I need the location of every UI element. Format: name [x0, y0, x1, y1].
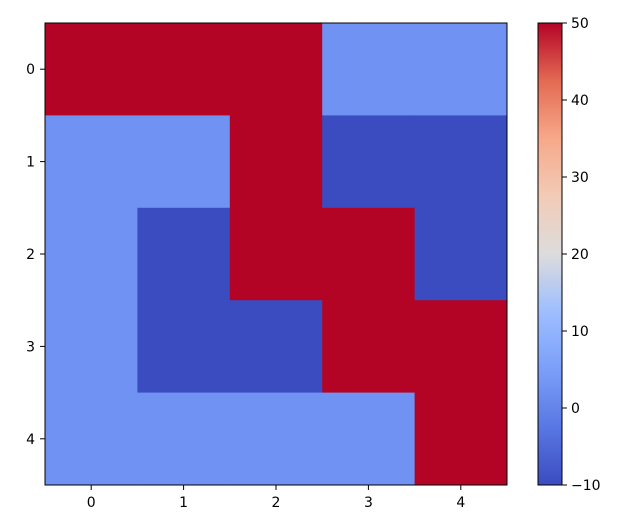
colorbar-tick-label: −10	[571, 478, 601, 494]
heatmap-cell-r1-c1	[137, 115, 231, 209]
colorbar-tick-label: 30	[571, 170, 589, 186]
heatmap-cell-r1-c3	[322, 115, 416, 209]
colorbar	[537, 22, 563, 486]
heatmap-cells	[45, 23, 508, 486]
heatmap-cell-r2-c4	[414, 207, 508, 301]
colorbar-axis: −10 0 10 20 30 40 50	[562, 16, 601, 494]
heatmap-cell-r1-c0	[45, 115, 138, 209]
heatmap-cell-r4-c0	[45, 392, 138, 486]
heatmap-cell-r1-c4	[414, 115, 508, 209]
heatmap-cell-r0-c4	[414, 23, 508, 116]
heatmap-cell-r4-c1	[137, 392, 231, 486]
heatmap-cell-r3-c1	[137, 300, 231, 394]
y-tick-label: 2	[26, 247, 35, 263]
colorbar-tick-label: 10	[571, 324, 589, 340]
x-tick-label: 2	[272, 495, 281, 511]
y-axis: 0 1 2 3 4	[26, 62, 45, 448]
x-tick-label: 4	[456, 495, 465, 511]
heatmap-cell-r0-c0	[45, 23, 138, 116]
y-tick-label: 0	[26, 62, 35, 78]
y-tick-label: 4	[26, 432, 35, 448]
colorbar-tick-label: 20	[571, 247, 589, 263]
heatmap-cell-r3-c0	[45, 300, 138, 394]
heatmap-cell-r0-c3	[322, 23, 416, 116]
heatmap-cell-r3-c2	[229, 300, 323, 394]
x-tick-label: 0	[87, 495, 96, 511]
colorbar-tick-label: 50	[571, 16, 589, 32]
heatmap-cell-r4-c3	[322, 392, 416, 486]
heatmap-cell-r2-c1	[137, 207, 231, 301]
heatmap-cell-r2-c2	[229, 207, 323, 301]
heatmap-cell-r0-c1	[137, 23, 231, 116]
heatmap-cell-r1-c2	[229, 115, 323, 209]
heatmap-cell-r4-c2	[229, 392, 323, 486]
colorbar-tick-label: 0	[571, 401, 580, 417]
y-tick-label: 3	[26, 339, 35, 355]
heatmap-cell-r2-c0	[45, 207, 138, 301]
heatmap-cell-r0-c2	[229, 23, 323, 116]
x-axis: 0 1 2 3 4	[87, 485, 465, 511]
x-tick-label: 3	[364, 495, 373, 511]
heatmap-cell-r2-c3	[322, 207, 416, 301]
heatmap-cell-r3-c3	[322, 300, 416, 394]
colorbar-tick-label: 40	[571, 93, 589, 109]
heatmap-cell-r4-c4	[414, 392, 508, 486]
heatmap-cell-r3-c4	[414, 300, 508, 394]
x-tick-label: 1	[179, 495, 188, 511]
y-tick-label: 1	[26, 155, 35, 171]
